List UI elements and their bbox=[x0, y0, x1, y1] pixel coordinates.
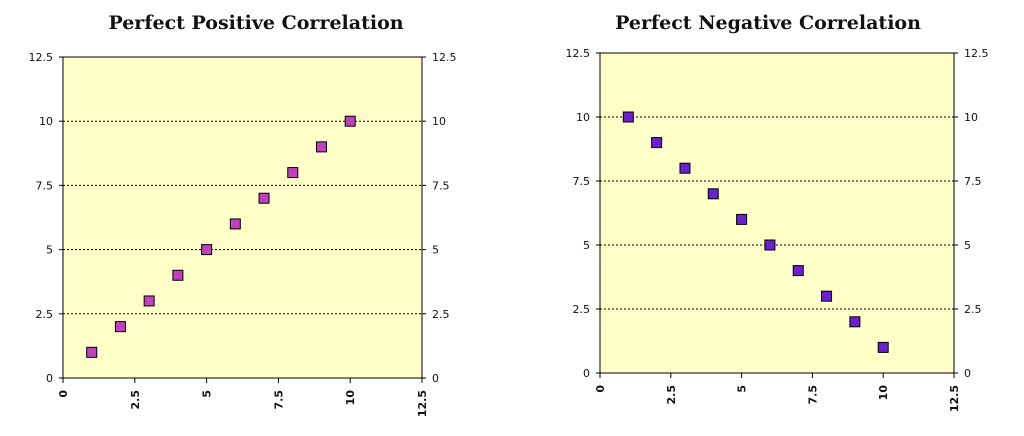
y-tick-label-left: 7.5 bbox=[573, 175, 591, 188]
y-tick-label-left: 5 bbox=[46, 244, 53, 257]
y-tick-label-right: 5 bbox=[432, 244, 439, 257]
data-point bbox=[651, 137, 663, 149]
y-tick-label-right: 5 bbox=[964, 239, 971, 252]
y-tick-label-right: 0 bbox=[432, 372, 439, 385]
x-tick-label: 5 bbox=[201, 390, 214, 398]
y-tick-label-right: 10 bbox=[432, 115, 446, 128]
data-point bbox=[622, 111, 634, 123]
data-point bbox=[792, 265, 804, 277]
y-tick-label-left: 12.5 bbox=[29, 51, 54, 64]
data-point bbox=[258, 192, 270, 204]
chart-title: Perfect Positive Correlation bbox=[108, 12, 404, 34]
y-tick-label-right: 2.5 bbox=[432, 308, 450, 321]
y-tick-label-right: 7.5 bbox=[964, 175, 982, 188]
data-point bbox=[877, 341, 889, 353]
x-tick-label: 2.5 bbox=[129, 390, 142, 410]
y-tick-label-left: 2.5 bbox=[573, 303, 591, 316]
x-tick-label: 10 bbox=[877, 385, 890, 401]
chart-title: Perfect Negative Correlation bbox=[615, 12, 921, 34]
x-tick-label: 12.5 bbox=[948, 385, 961, 412]
data-point bbox=[344, 115, 356, 127]
x-tick-label: 0 bbox=[57, 390, 70, 398]
y-tick-label-left: 0 bbox=[46, 372, 53, 385]
plot-area bbox=[599, 52, 955, 374]
y-tick-label-left: 7.5 bbox=[36, 179, 54, 192]
negative-correlation-chart: Perfect Negative Correlation 0 0 2.5 2.5 5 5 7… bbox=[512, 0, 1024, 436]
data-point bbox=[287, 167, 299, 179]
y-tick-label-left: 10 bbox=[39, 115, 53, 128]
y-tick-label-left: 12.5 bbox=[566, 47, 591, 60]
data-point bbox=[315, 141, 327, 153]
data-point bbox=[679, 162, 691, 174]
positive-correlation-chart: Perfect Positive Correlation 0 0 2.5 2.5 5 5 7… bbox=[29, 12, 457, 417]
data-point bbox=[849, 316, 861, 328]
data-point bbox=[821, 290, 833, 302]
x-tick-label: 0 bbox=[594, 385, 607, 393]
y-tick-label-right: 12.5 bbox=[964, 47, 989, 60]
y-tick-label-right: 7.5 bbox=[432, 179, 450, 192]
data-point bbox=[229, 218, 241, 230]
y-tick-label-right: 12.5 bbox=[432, 51, 457, 64]
y-tick-label-right: 2.5 bbox=[964, 303, 982, 316]
data-point bbox=[114, 321, 126, 333]
x-tick-label: 12.5 bbox=[416, 390, 429, 417]
x-tick-label: 10 bbox=[344, 390, 357, 406]
y-tick-label-right: 10 bbox=[964, 111, 978, 124]
y-tick-label-left: 2.5 bbox=[36, 308, 54, 321]
y-tick-label-left: 0 bbox=[583, 367, 590, 380]
data-point bbox=[201, 244, 213, 256]
data-point bbox=[736, 213, 748, 225]
data-point bbox=[172, 269, 184, 281]
y-tick-label-right: 0 bbox=[964, 367, 971, 380]
x-tick-label: 7.5 bbox=[806, 385, 819, 405]
data-point bbox=[764, 239, 776, 251]
y-tick-label-left: 5 bbox=[583, 239, 590, 252]
data-point bbox=[143, 295, 155, 307]
x-tick-label: 5 bbox=[736, 385, 749, 393]
x-tick-label: 2.5 bbox=[665, 385, 678, 405]
data-point bbox=[707, 188, 719, 200]
y-tick-label-left: 10 bbox=[576, 111, 590, 124]
x-tick-label: 7.5 bbox=[272, 390, 285, 410]
data-point bbox=[86, 346, 98, 358]
